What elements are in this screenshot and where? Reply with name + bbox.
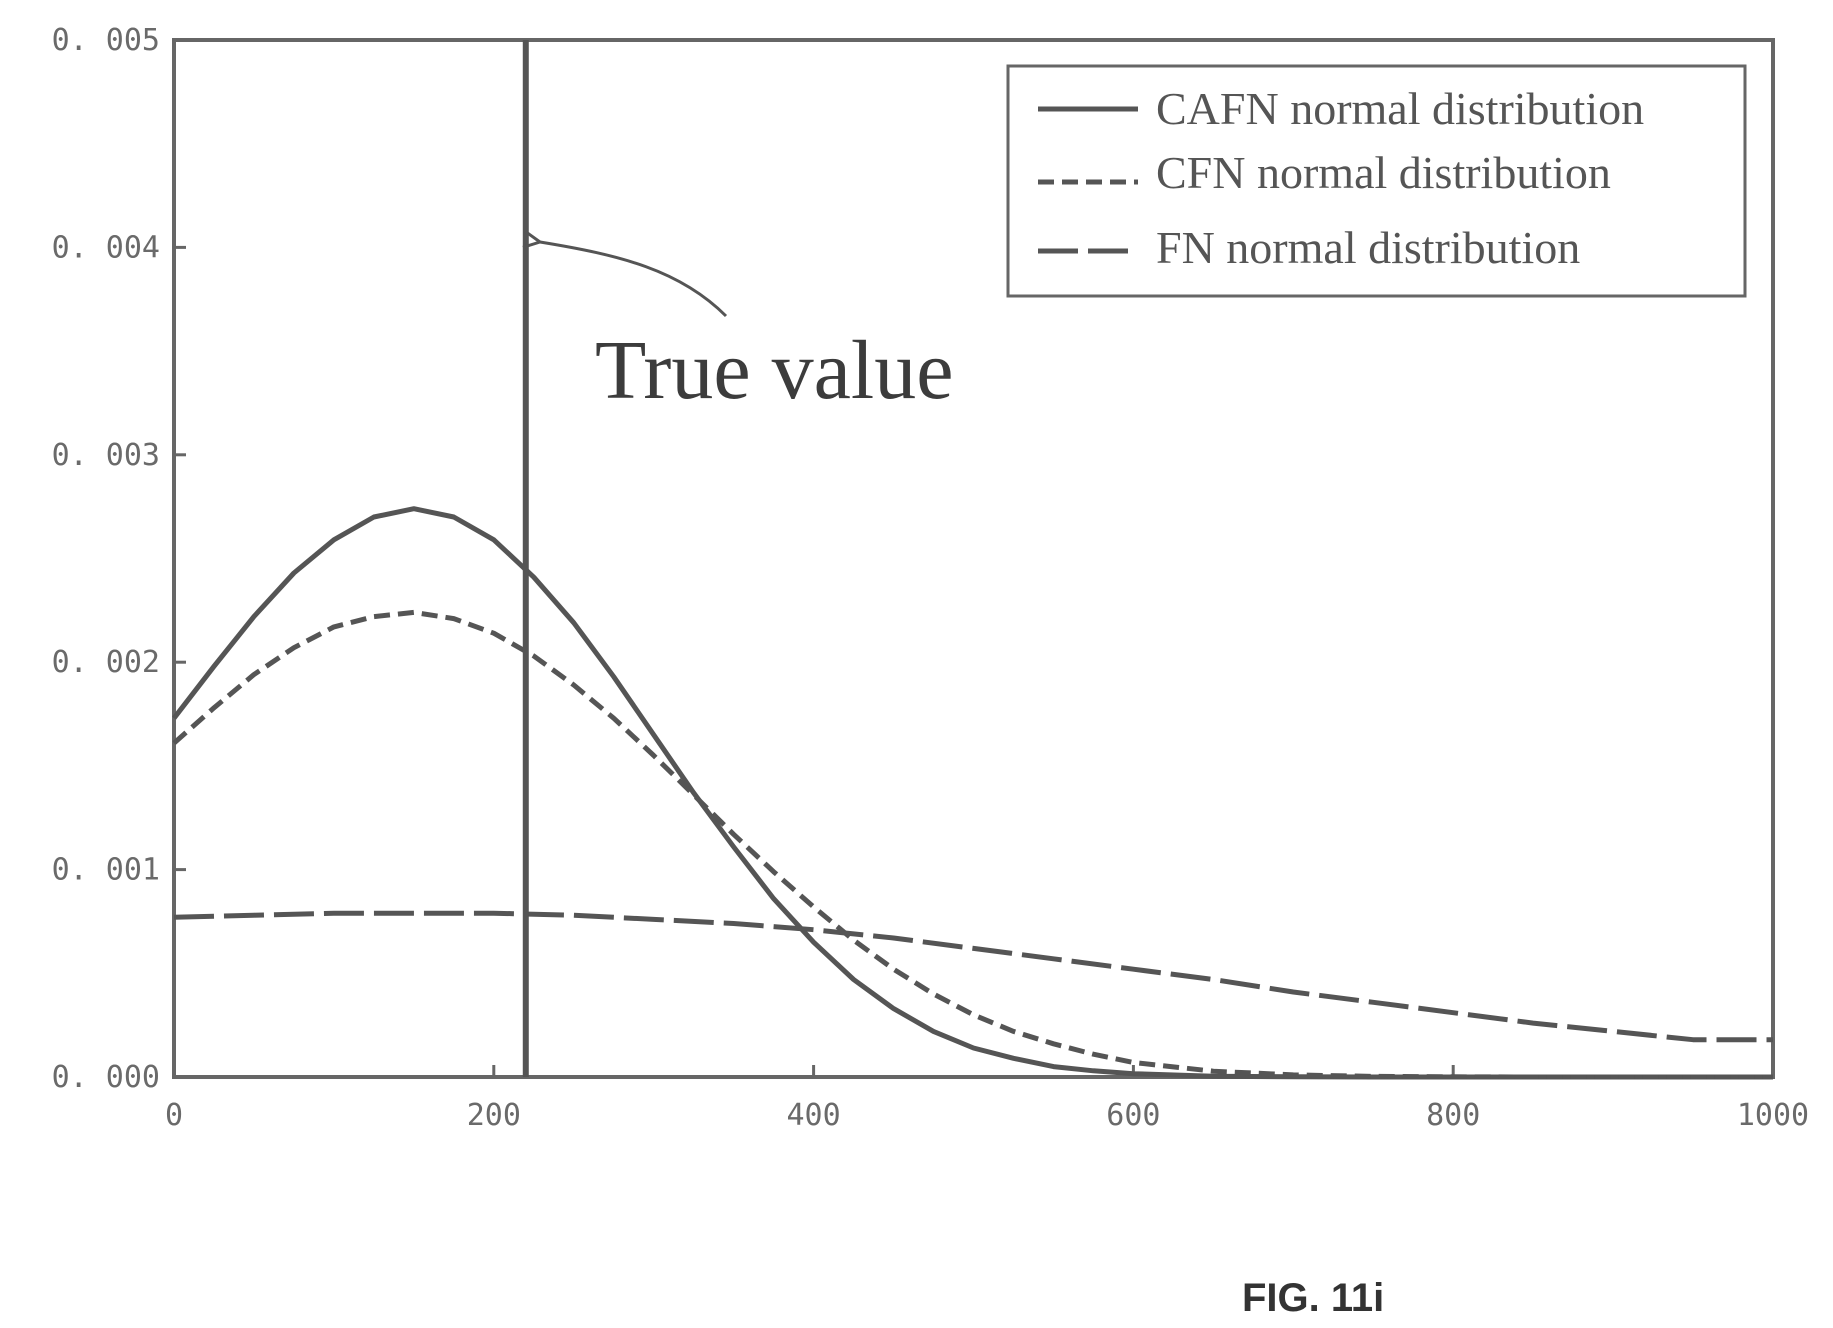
x-tick-label: 400: [787, 1098, 841, 1133]
x-tick-label: 0: [165, 1098, 183, 1133]
legend-label-cfn: CFN normal distribution: [1156, 147, 1611, 198]
x-tick-label: 200: [467, 1098, 521, 1133]
legend-label-fn: FN normal distribution: [1156, 222, 1580, 273]
x-tick-label: 600: [1106, 1098, 1160, 1133]
legend-label-cafn: CAFN normal distribution: [1156, 83, 1644, 134]
series-line-cafn: [172, 506, 1773, 1080]
y-tick-label: 0. 002: [52, 645, 160, 680]
x-tick-label: 800: [1426, 1098, 1480, 1133]
series-line-cfn: [172, 609, 1773, 1080]
figure-caption: FIG. 11i: [1242, 1276, 1384, 1320]
y-tick-label: 0. 004: [52, 230, 160, 265]
y-tick-label: 0. 000: [52, 1060, 160, 1095]
y-tick-label: 0. 001: [52, 853, 160, 888]
y-axis: 0. 000 0. 001 0. 002 0. 003 0. 004 0. 005: [52, 23, 186, 1095]
plot-area-frame: [172, 38, 1775, 1079]
y-tick-label: 0. 003: [52, 438, 160, 473]
x-axis: 0 200 400 600 800 1000: [165, 1065, 1809, 1133]
legend-box: [1006, 64, 1747, 298]
y-tick-label: 0. 005: [52, 23, 160, 58]
series-line-fn: [173, 910, 1773, 1043]
legend: CAFN normal distribution CFN normal dist…: [1006, 64, 1747, 298]
series-layer: [172, 506, 1773, 1080]
annotation-true-value: True value: [595, 324, 954, 417]
x-tick-label: 1000: [1737, 1098, 1809, 1133]
annotation-arrow: [540, 242, 728, 318]
